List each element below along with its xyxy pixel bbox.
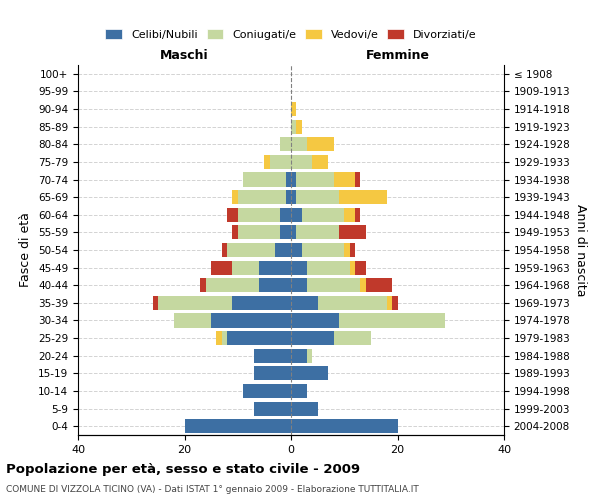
Bar xyxy=(291,155,313,169)
Bar xyxy=(307,137,334,152)
Text: Femmine: Femmine xyxy=(365,50,430,62)
Bar xyxy=(259,278,291,292)
Bar xyxy=(355,208,360,222)
Bar xyxy=(307,260,350,274)
Bar xyxy=(238,208,280,222)
Bar xyxy=(280,208,291,222)
Bar xyxy=(339,190,387,204)
Legend: Celibi/Nubili, Coniugati/e, Vedovi/e, Divorziati/e: Celibi/Nubili, Coniugati/e, Vedovi/e, Di… xyxy=(102,26,480,44)
Bar xyxy=(243,384,291,398)
Bar xyxy=(211,260,232,274)
Bar xyxy=(227,208,238,222)
Bar xyxy=(238,226,280,239)
Bar xyxy=(291,366,328,380)
Bar xyxy=(227,243,275,257)
Bar xyxy=(291,190,296,204)
Bar xyxy=(387,296,392,310)
Bar xyxy=(317,296,387,310)
Bar xyxy=(254,348,291,363)
Bar xyxy=(291,278,307,292)
Bar xyxy=(291,172,296,186)
Bar xyxy=(307,348,313,363)
Bar xyxy=(158,296,232,310)
Bar xyxy=(259,260,291,274)
Bar xyxy=(313,155,328,169)
Bar xyxy=(270,155,291,169)
Bar xyxy=(232,226,238,239)
Bar xyxy=(296,190,339,204)
Bar xyxy=(291,331,334,345)
Bar xyxy=(280,137,291,152)
Bar xyxy=(339,314,445,328)
Bar xyxy=(286,190,291,204)
Bar xyxy=(291,208,302,222)
Y-axis label: Anni di nascita: Anni di nascita xyxy=(574,204,587,296)
Text: Popolazione per età, sesso e stato civile - 2009: Popolazione per età, sesso e stato civil… xyxy=(6,462,360,475)
Bar xyxy=(296,120,302,134)
Bar xyxy=(334,172,355,186)
Bar xyxy=(238,190,286,204)
Bar xyxy=(302,208,344,222)
Bar xyxy=(339,226,365,239)
Bar xyxy=(291,314,339,328)
Bar xyxy=(232,296,291,310)
Bar xyxy=(291,120,296,134)
Text: COMUNE DI VIZZOLA TICINO (VA) - Dati ISTAT 1° gennaio 2009 - Elaborazione TUTTIT: COMUNE DI VIZZOLA TICINO (VA) - Dati IST… xyxy=(6,485,419,494)
Bar xyxy=(291,402,317,415)
Bar xyxy=(227,331,291,345)
Bar xyxy=(174,314,211,328)
Bar xyxy=(280,226,291,239)
Bar xyxy=(222,243,227,257)
Bar xyxy=(152,296,158,310)
Bar xyxy=(232,190,238,204)
Bar xyxy=(392,296,398,310)
Bar xyxy=(360,278,365,292)
Bar xyxy=(334,331,371,345)
Bar xyxy=(350,243,355,257)
Bar xyxy=(232,260,259,274)
Bar xyxy=(291,348,307,363)
Y-axis label: Fasce di età: Fasce di età xyxy=(19,212,32,288)
Text: Maschi: Maschi xyxy=(160,50,209,62)
Bar xyxy=(291,260,307,274)
Bar xyxy=(307,278,360,292)
Bar xyxy=(344,208,355,222)
Bar xyxy=(185,419,291,433)
Bar xyxy=(211,314,291,328)
Bar xyxy=(291,296,317,310)
Bar xyxy=(365,278,392,292)
Bar xyxy=(344,243,350,257)
Bar xyxy=(286,172,291,186)
Bar xyxy=(275,243,291,257)
Bar xyxy=(243,172,286,186)
Bar xyxy=(296,172,334,186)
Bar xyxy=(291,243,302,257)
Bar xyxy=(355,172,360,186)
Bar xyxy=(291,137,307,152)
Bar xyxy=(254,402,291,415)
Bar xyxy=(291,384,307,398)
Bar xyxy=(200,278,206,292)
Bar xyxy=(355,260,365,274)
Bar xyxy=(265,155,270,169)
Bar xyxy=(296,226,339,239)
Bar xyxy=(291,419,398,433)
Bar xyxy=(291,226,296,239)
Bar xyxy=(302,243,344,257)
Bar xyxy=(206,278,259,292)
Bar xyxy=(350,260,355,274)
Bar xyxy=(254,366,291,380)
Bar xyxy=(222,331,227,345)
Bar xyxy=(217,331,222,345)
Bar xyxy=(291,102,296,116)
